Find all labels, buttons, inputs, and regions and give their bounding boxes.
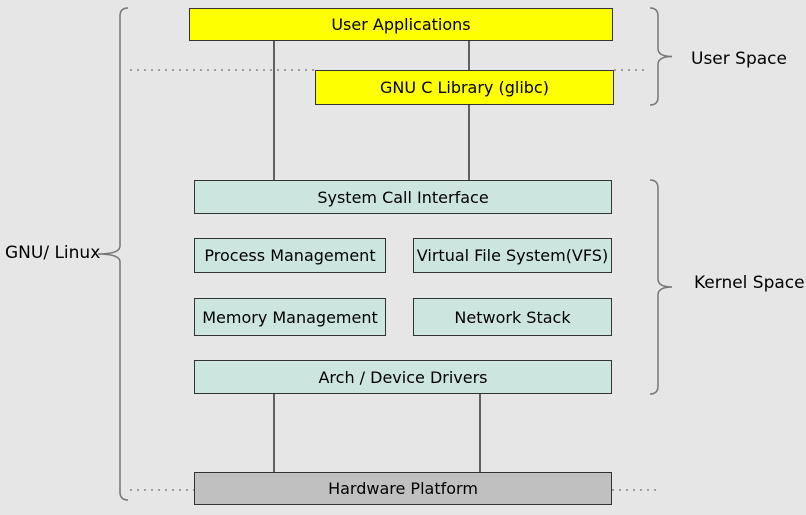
box-device-drivers: Arch / Device Drivers [194, 360, 612, 394]
box-system-call-interface: System Call Interface [194, 180, 612, 214]
box-label: Hardware Platform [328, 479, 478, 498]
box-label: Arch / Device Drivers [318, 368, 487, 387]
box-network-stack: Network Stack [413, 298, 612, 336]
label-gnu-linux: GNU/ Linux [5, 243, 100, 263]
box-vfs: Virtual File System(VFS) [413, 238, 612, 273]
box-hardware-platform: Hardware Platform [194, 472, 612, 505]
box-process-management: Process Management [194, 238, 386, 273]
label-user-space: User Space [691, 49, 787, 69]
box-label: User Applications [331, 15, 470, 34]
linux-architecture-diagram: User Applications GNU C Library (glibc) … [0, 0, 806, 515]
box-user-applications: User Applications [189, 8, 613, 41]
box-label: GNU C Library (glibc) [380, 78, 549, 97]
box-glibc: GNU C Library (glibc) [315, 70, 614, 105]
box-label: System Call Interface [317, 188, 488, 207]
box-label: Virtual File System(VFS) [417, 246, 608, 265]
label-kernel-space: Kernel Space [694, 273, 805, 293]
box-label: Network Stack [454, 308, 570, 327]
box-memory-management: Memory Management [194, 298, 386, 336]
box-label: Memory Management [202, 308, 378, 327]
box-label: Process Management [204, 246, 375, 265]
